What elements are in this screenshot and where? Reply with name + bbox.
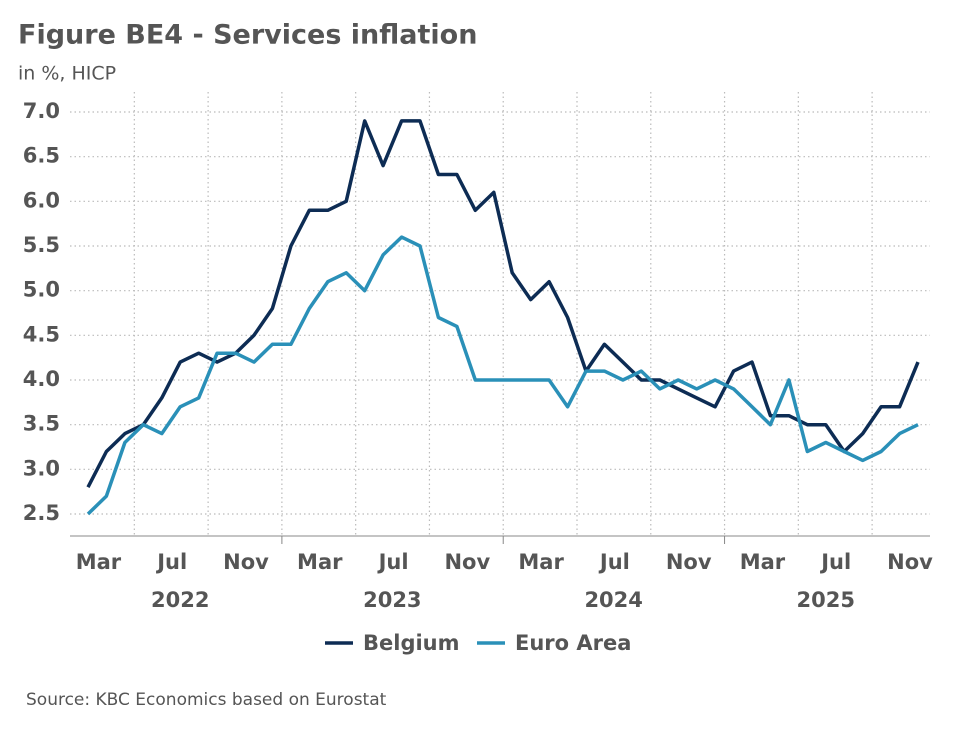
line-series [86, 235, 919, 516]
y-tick-label: 3.5 [23, 412, 60, 436]
y-tick-label: 7.0 [23, 99, 60, 123]
x-group-label: 2022 [151, 588, 209, 612]
line-series [86, 119, 920, 489]
x-tick-label: Mar [518, 550, 564, 574]
x-tick-label: Mar [740, 550, 786, 574]
x-group-label: 2025 [797, 588, 855, 612]
x-group-label: 2023 [363, 588, 421, 612]
x-tick-label: Jul [155, 550, 187, 574]
legend-label: Euro Area [515, 631, 631, 655]
y-tick-label: 4.5 [23, 322, 60, 346]
y-tick-label: 5.0 [23, 278, 60, 302]
x-tick-label: Nov [444, 550, 490, 574]
chart-subtitle: in %, HICP [18, 63, 116, 85]
y-tick-label: 5.5 [23, 233, 60, 257]
y-tick-label: 6.5 [23, 144, 60, 168]
x-tick-label: Mar [297, 550, 343, 574]
x-tick-label: Jul [819, 550, 851, 574]
x-tick-label: Nov [887, 550, 933, 574]
y-tick-label: 2.5 [23, 501, 60, 525]
x-tick-label: Jul [377, 550, 409, 574]
legend-label: Belgium [363, 631, 460, 655]
y-tick-label: 6.0 [23, 188, 60, 212]
y-tick-label: 3.0 [23, 456, 60, 480]
y-tick-label: 4.0 [23, 367, 60, 391]
x-tick-label: Jul [598, 550, 630, 574]
x-tick-label: Mar [76, 550, 122, 574]
x-group-label: 2024 [584, 588, 642, 612]
x-tick-label: Nov [666, 550, 712, 574]
chart-title: Figure BE4 - Services inflation [18, 20, 477, 51]
source: Source: KBC Economics based on Eurostat [26, 690, 387, 710]
x-tick-label: Nov [223, 550, 269, 574]
